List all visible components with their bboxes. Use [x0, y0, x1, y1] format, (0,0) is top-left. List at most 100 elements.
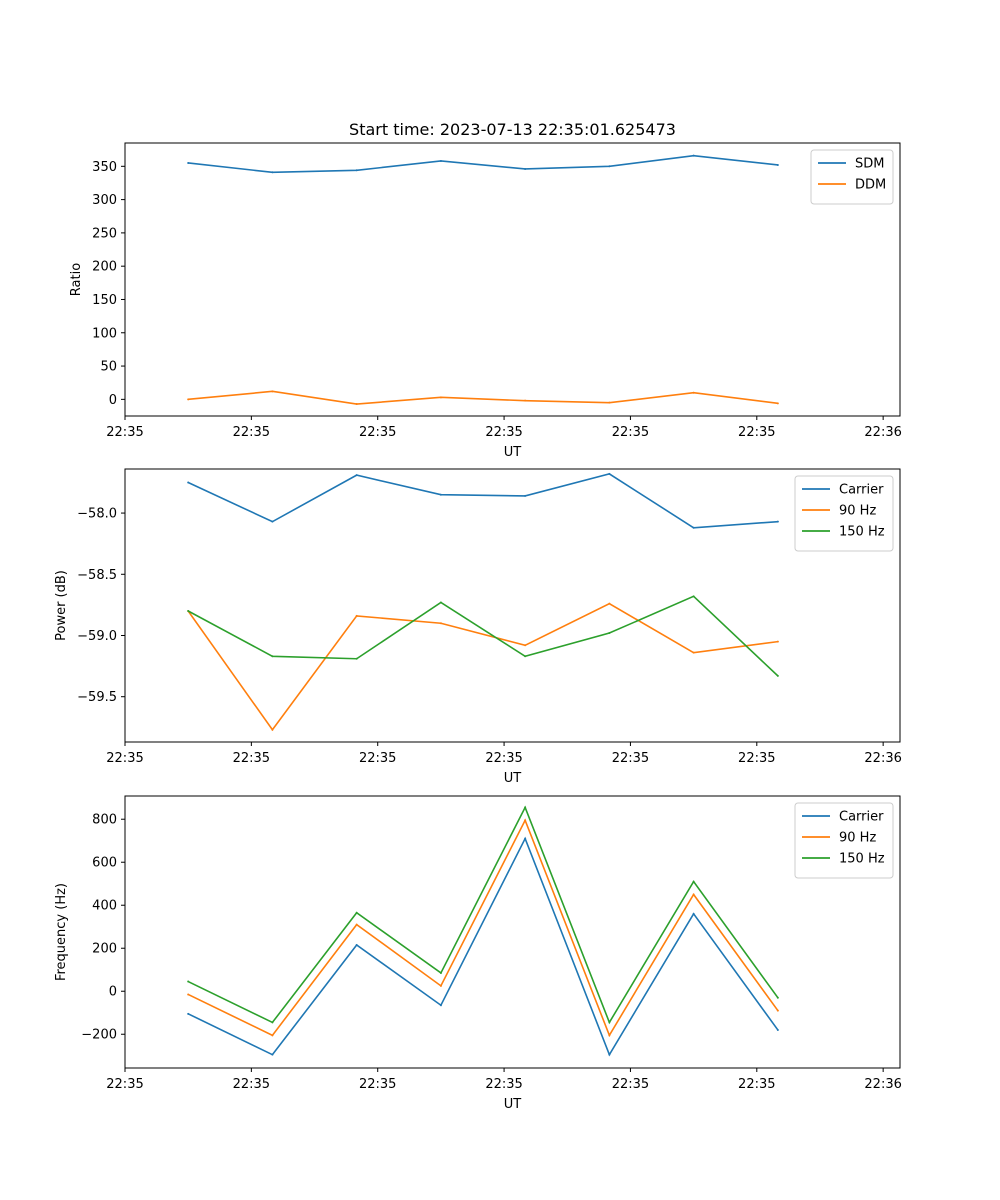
data-point	[692, 651, 695, 654]
x-tick-label: 22:35	[738, 751, 775, 766]
data-point	[439, 396, 442, 399]
legend-label: 150 Hz	[839, 852, 885, 867]
data-point	[776, 996, 779, 999]
data-point	[608, 165, 611, 168]
data-point	[776, 520, 779, 523]
series-line-carrier	[187, 836, 779, 1057]
data-point	[776, 1028, 779, 1031]
x-tick-label: 22:35	[106, 1077, 143, 1092]
y-tick-label: 800	[92, 813, 117, 828]
data-point	[692, 391, 695, 394]
legend-box	[794, 475, 894, 552]
legend-label: 90 Hz	[839, 831, 876, 846]
data-point	[187, 1012, 190, 1015]
data-point	[692, 893, 695, 896]
y-tick-label: −58.0	[77, 507, 117, 522]
y-tick-label: −200	[81, 1028, 117, 1043]
legend-label: Carrier	[839, 810, 884, 825]
data-point	[187, 993, 190, 996]
y-axis-label: Frequency (Hz)	[54, 883, 69, 981]
data-point	[271, 1034, 274, 1037]
data-point	[692, 880, 695, 883]
series-line-ddm	[188, 390, 778, 405]
data-point	[608, 1034, 611, 1037]
series-line-carrier	[187, 473, 778, 529]
data-point	[355, 169, 358, 172]
data-point	[187, 481, 190, 484]
data-point	[439, 971, 442, 974]
y-tick-label: 250	[92, 226, 117, 241]
data-point	[439, 984, 442, 987]
x-tick-label: 22:35	[485, 1077, 522, 1092]
x-tick-label: 22:35	[612, 1077, 649, 1092]
legend-box	[794, 802, 894, 879]
x-tick-label: 22:35	[106, 751, 143, 766]
chart-panel-3: 22:35 22:35 22:35 22:35 22:35 22:35 22:36 −200 0…	[54, 795, 902, 1112]
plot-frame	[124, 795, 901, 1069]
x-tick-label: 22:36	[864, 1077, 901, 1092]
x-tick-label: 22:36	[864, 425, 901, 440]
y-tick-label: 150	[92, 293, 117, 308]
series-line-sdm	[188, 154, 778, 174]
data-point	[187, 610, 190, 613]
y-tick-label: 350	[92, 160, 117, 175]
x-tick-label: 22:35	[359, 425, 396, 440]
data-point	[355, 944, 358, 947]
x-tick-label: 22:35	[359, 751, 396, 766]
data-point	[271, 390, 274, 393]
data-point	[776, 674, 779, 677]
y-tick-label: 200	[92, 260, 117, 275]
data-point	[776, 1009, 779, 1012]
data-point	[776, 402, 779, 405]
series-line-150-hz	[187, 595, 779, 677]
data-point	[271, 1021, 274, 1024]
data-point	[524, 167, 527, 170]
x-tick-label: 22:35	[612, 425, 649, 440]
data-point	[692, 595, 695, 598]
data-point	[608, 1021, 611, 1024]
y-tick-label: 400	[92, 899, 117, 914]
legend-label: SDM	[855, 157, 884, 172]
x-tick-label: 22:35	[233, 751, 270, 766]
y-tick-label: −59.5	[77, 690, 117, 705]
data-point	[692, 154, 695, 157]
data-point	[776, 640, 779, 643]
chart-title: Start time: 2023-07-13 22:35:01.625473	[349, 120, 676, 139]
x-tick-label: 22:35	[738, 1077, 775, 1092]
data-point	[524, 806, 527, 809]
data-point	[692, 912, 695, 915]
data-point	[271, 520, 274, 523]
x-tick-label: 22:35	[233, 425, 270, 440]
data-point	[608, 632, 611, 635]
data-point	[524, 399, 527, 402]
y-axis-label: Ratio	[69, 263, 84, 296]
data-point	[355, 614, 358, 617]
chart-panel-2: 22:35 22:35 22:35 22:35 22:35 22:35 22:36 −59.5…	[54, 468, 902, 786]
data-point	[355, 911, 358, 914]
plot-frame	[124, 468, 901, 743]
x-tick-label: 22:35	[359, 1077, 396, 1092]
data-point	[692, 526, 695, 529]
data-point	[187, 161, 190, 164]
legend-label: 90 Hz	[839, 504, 876, 519]
data-point	[355, 474, 358, 477]
x-tick-label: 22:35	[233, 1077, 270, 1092]
x-tick-label: 22:35	[485, 751, 522, 766]
x-tick-label: 22:35	[485, 425, 522, 440]
data-point	[439, 493, 442, 496]
data-point	[608, 472, 611, 475]
y-tick-label: 100	[92, 326, 117, 341]
x-axis-label: UT	[504, 1097, 522, 1112]
x-axis-label: UT	[504, 771, 522, 786]
x-tick-label: 22:35	[612, 751, 649, 766]
data-point	[439, 601, 442, 604]
data-point	[187, 980, 190, 983]
data-point	[608, 602, 611, 605]
y-tick-label: 600	[92, 856, 117, 871]
data-point	[776, 163, 779, 166]
data-point	[271, 1053, 274, 1056]
data-point	[524, 819, 527, 822]
plot-frame	[124, 142, 901, 417]
chart-panel-1: 22:35 22:35 22:35 22:35 22:35 22:35 22:36 0 50 10…	[69, 120, 902, 460]
data-point	[524, 644, 527, 647]
